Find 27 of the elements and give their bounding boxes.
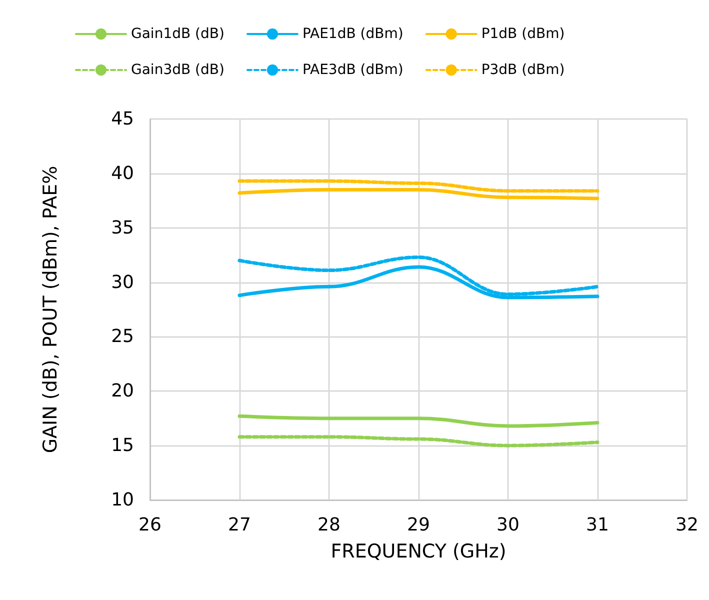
- y-tick-label: 15: [111, 435, 134, 456]
- line-series: [238, 435, 600, 448]
- x-tick-label: 32: [676, 514, 698, 536]
- y-tick-label: 20: [111, 380, 134, 402]
- x-axis-title: FREQUENCY (GHz): [330, 540, 506, 562]
- y-tick-label: 25: [111, 326, 134, 348]
- x-tick-label: 30: [496, 514, 520, 536]
- x-tick-label: 28: [318, 514, 340, 536]
- line-series: [238, 256, 600, 296]
- x-tick-label: 27: [228, 514, 251, 536]
- x-tick-label: 31: [586, 514, 609, 536]
- x-tick-label: 26: [138, 514, 162, 536]
- y-axis-title: GAIN (dB), POUT (dBm), PAE%: [40, 166, 62, 454]
- y-tick-label: 10: [111, 490, 134, 510]
- y-tick-label: 45: [111, 108, 134, 130]
- line-series: [238, 188, 600, 200]
- y-tick-label: 30: [111, 272, 134, 293]
- y-tick-label: 35: [111, 217, 134, 238]
- legend-label: Gain3dB (dB): [131, 62, 224, 78]
- legend-label: Gain1dB (dB): [131, 26, 224, 42]
- line-series: [238, 414, 600, 428]
- legend-label: PAE3dB (dBm): [302, 62, 404, 78]
- x-tick-label: 29: [407, 514, 430, 536]
- y-tick-label: 40: [111, 162, 134, 184]
- legend-label: P3dB (dBm): [481, 62, 565, 78]
- legend-label: PAE1dB (dBm): [302, 26, 404, 42]
- legend-label: P1dB (dBm): [481, 26, 565, 42]
